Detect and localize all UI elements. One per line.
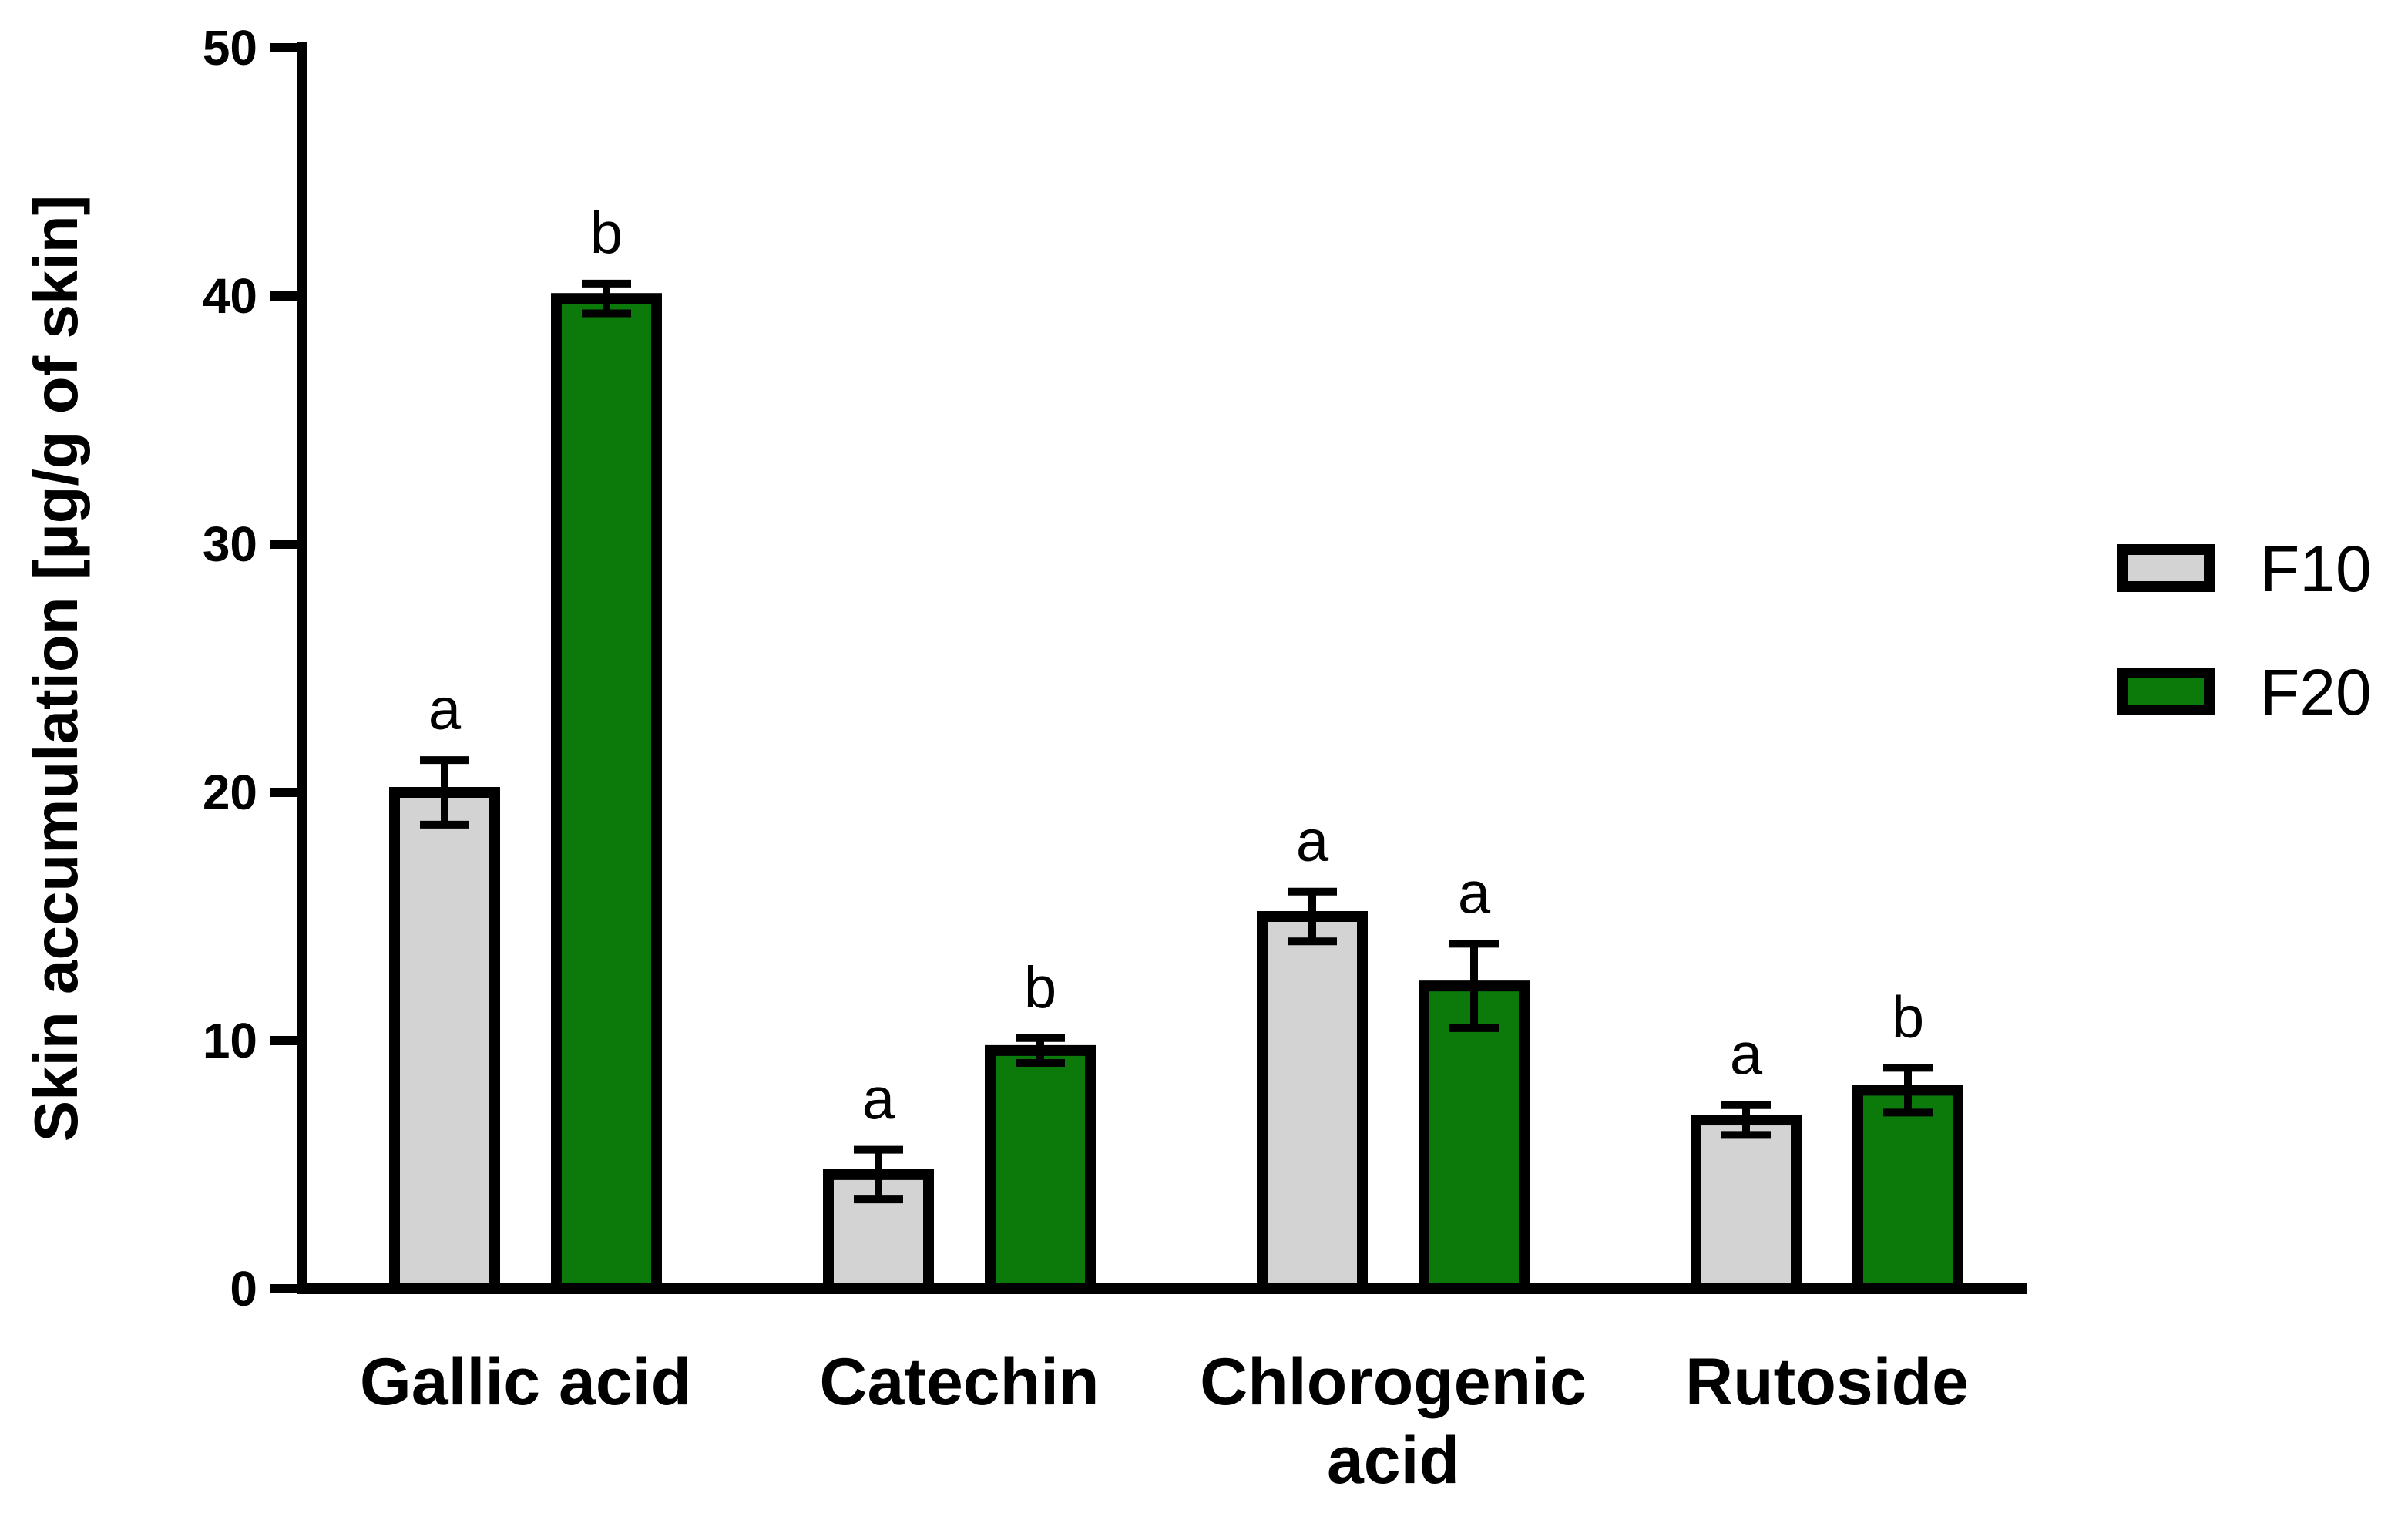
bars-layer <box>389 293 1963 1295</box>
legend: F10 F20 <box>2117 533 2372 728</box>
y-axis-title: Skin accumulation [µg/g of skin] <box>22 195 90 1142</box>
y-tick-label-50: 50 <box>203 20 257 76</box>
significance-letter-f10-0: a <box>428 677 462 742</box>
legend-label-f10: F10 <box>2260 533 2372 605</box>
significance-letter-f20-1: b <box>1024 955 1056 1021</box>
significance-letter-f20-3: b <box>1892 984 1924 1050</box>
significance-letter-f10-2: a <box>1296 809 1329 874</box>
significance-letter-f20-2: a <box>1458 860 1491 926</box>
y-tick-label-40: 40 <box>203 268 257 324</box>
category-label-2-line-1: acid <box>1327 1424 1459 1498</box>
category-label-1: Catechin <box>819 1345 1099 1419</box>
axes-layer <box>270 42 2027 1294</box>
bar-f20-0 <box>551 293 662 1295</box>
bar-f10-0 <box>389 787 500 1294</box>
error-bars-layer <box>420 279 1933 1204</box>
category-label-3: Rutoside <box>1685 1345 1969 1419</box>
legend-swatch-f10 <box>2117 544 2215 592</box>
significance-letters-layer: a b a b a a a b <box>428 200 1924 1132</box>
significance-letter-f10-1: a <box>862 1067 895 1132</box>
legend-swatch-f20 <box>2117 668 2215 715</box>
bar-f20-1 <box>985 1044 1096 1294</box>
y-tick-label-30: 30 <box>203 516 257 572</box>
significance-letter-f10-3: a <box>1730 1022 1763 1088</box>
y-tick-label-10: 10 <box>203 1013 257 1068</box>
legend-label-f20: F20 <box>2260 656 2372 728</box>
y-tick-label-0: 0 <box>230 1261 257 1317</box>
y-tick-label-20: 20 <box>203 765 257 820</box>
bar-f20-3 <box>1852 1085 1963 1295</box>
significance-letter-f20-0: b <box>590 200 623 266</box>
category-label-2-line-0: Chlorogenic <box>1200 1345 1587 1419</box>
bar-f10-2 <box>1257 911 1368 1294</box>
category-label-0: Gallic acid <box>360 1345 691 1419</box>
bar-f10-3 <box>1691 1115 1802 1295</box>
